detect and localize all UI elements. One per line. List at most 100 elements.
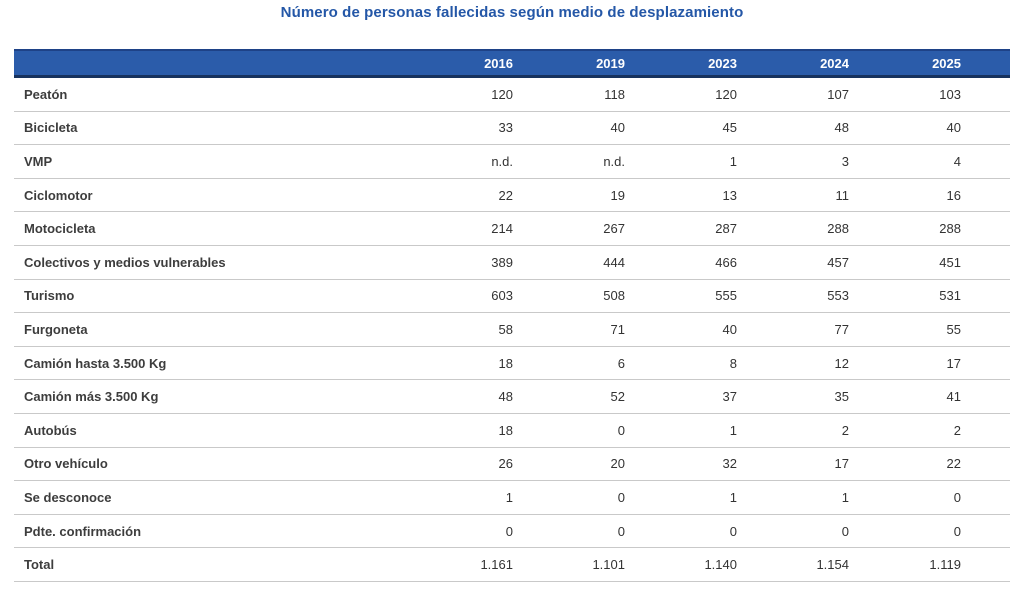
value-cell: 55 [946, 321, 961, 337]
value-cell: 1.101 [592, 557, 625, 573]
table-row: Colectivos y medios vulnerables 389 444 … [14, 245, 1010, 280]
value-cell: 26 [498, 456, 513, 472]
value-cell: 603 [491, 288, 513, 304]
column-header-year-3: 2023 [708, 55, 737, 71]
row-label: Otro vehículo [24, 456, 108, 472]
value-cell: 1.119 [929, 557, 961, 573]
value-cell: 267 [603, 221, 625, 237]
value-cell: 389 [491, 254, 513, 270]
value-cell: 71 [610, 321, 625, 337]
value-cell: 48 [834, 120, 849, 136]
row-label: Bicicleta [24, 120, 78, 136]
value-cell: 45 [722, 120, 737, 136]
value-cell: 48 [498, 389, 513, 405]
table-row: Bicicleta 33 40 45 48 40 [14, 111, 1010, 146]
value-cell: 287 [715, 221, 737, 237]
row-label: VMP [24, 153, 53, 169]
value-cell: 457 [827, 254, 849, 270]
value-cell: 19 [610, 187, 625, 203]
row-label: Pdte. confirmación [24, 523, 142, 539]
value-cell: 6 [617, 355, 625, 371]
value-cell: 1 [505, 489, 513, 505]
value-cell: 107 [827, 86, 849, 102]
value-cell: 555 [715, 288, 737, 304]
value-cell: 0 [841, 523, 849, 539]
table-body: Peatón 120 118 120 107 103 Bicicleta 33 … [14, 78, 1010, 582]
column-header-year-4: 2024 [820, 55, 849, 71]
row-label: Ciclomotor [24, 187, 93, 203]
value-cell: n.d. [491, 153, 513, 169]
value-cell: 3 [841, 153, 849, 169]
value-cell: 0 [617, 422, 625, 438]
value-cell: 0 [617, 489, 625, 505]
column-header-year-2: 2019 [596, 55, 625, 71]
value-cell: n.d. [603, 153, 625, 169]
page-title: Número de personas fallecidas según medi… [280, 4, 744, 21]
value-cell: 18 [498, 422, 513, 438]
value-cell: 58 [498, 321, 513, 337]
table-row: VMP n.d. n.d. 1 3 4 [14, 145, 1010, 179]
value-cell: 17 [834, 456, 849, 472]
value-cell: 2 [841, 422, 849, 438]
value-cell: 553 [827, 288, 849, 304]
value-cell: 1.154 [816, 557, 849, 573]
value-cell: 1 [729, 153, 737, 169]
value-cell: 40 [722, 321, 737, 337]
value-cell: 20 [610, 456, 625, 472]
value-cell: 37 [722, 389, 737, 405]
table-row: Total 1.161 1.101 1.140 1.154 1.119 [14, 548, 1010, 582]
row-label: Se desconoce [24, 489, 112, 505]
value-cell: 214 [491, 221, 513, 237]
value-cell: 288 [939, 221, 961, 237]
table-row: Motocicleta 214 267 287 288 288 [14, 212, 1010, 246]
value-cell: 33 [498, 120, 513, 136]
value-cell: 508 [603, 288, 625, 304]
row-label: Autobús [24, 422, 77, 438]
table-row: Furgoneta 58 71 40 77 55 [14, 313, 1010, 347]
table-row: Autobús 18 0 1 2 2 [14, 413, 1010, 448]
value-cell: 0 [953, 523, 961, 539]
value-cell: 1 [841, 489, 849, 505]
row-label: Furgoneta [24, 321, 88, 337]
value-cell: 466 [715, 254, 737, 270]
value-cell: 288 [827, 221, 849, 237]
row-label: Motocicleta [24, 221, 96, 237]
table-row: Peatón 120 118 120 107 103 [14, 78, 1010, 112]
value-cell: 0 [505, 523, 513, 539]
value-cell: 0 [953, 489, 961, 505]
row-label: Total [24, 557, 55, 573]
row-label: Camión hasta 3.500 Kg [24, 355, 167, 371]
value-cell: 120 [491, 86, 513, 102]
value-cell: 22 [946, 456, 961, 472]
value-cell: 1.140 [704, 557, 737, 573]
value-cell: 35 [834, 389, 849, 405]
column-header-year-1: 2016 [484, 55, 513, 71]
value-cell: 1 [729, 489, 737, 505]
value-cell: 41 [946, 389, 961, 405]
value-cell: 77 [834, 321, 849, 337]
value-cell: 2 [953, 422, 961, 438]
value-cell: 4 [953, 153, 961, 169]
value-cell: 120 [715, 86, 737, 102]
value-cell: 118 [604, 86, 625, 102]
value-cell: 0 [617, 523, 625, 539]
value-cell: 13 [722, 187, 737, 203]
value-cell: 451 [939, 254, 961, 270]
value-cell: 52 [610, 389, 625, 405]
row-label: Colectivos y medios vulnerables [24, 254, 226, 270]
row-label: Camión más 3.500 Kg [24, 389, 159, 405]
row-label: Peatón [24, 86, 68, 102]
value-cell: 8 [729, 355, 737, 371]
row-label: Turismo [24, 288, 75, 304]
value-cell: 1.161 [480, 557, 513, 573]
table-header-row: 2016 2019 2023 2024 2025 [14, 49, 1010, 78]
table-row: Camión más 3.500 Kg 48 52 37 35 41 [14, 380, 1010, 414]
value-cell: 32 [722, 456, 737, 472]
value-cell: 18 [498, 355, 513, 371]
table-row: Pdte. confirmación 0 0 0 0 0 [14, 514, 1010, 549]
value-cell: 1 [729, 422, 737, 438]
value-cell: 0 [729, 523, 737, 539]
fatalities-table: 2016 2019 2023 2024 2025 Peatón 120 118 … [14, 49, 1010, 582]
table-row: Otro vehículo 26 20 32 17 22 [14, 447, 1010, 482]
table-row: Camión hasta 3.500 Kg 18 6 8 12 17 [14, 346, 1010, 381]
